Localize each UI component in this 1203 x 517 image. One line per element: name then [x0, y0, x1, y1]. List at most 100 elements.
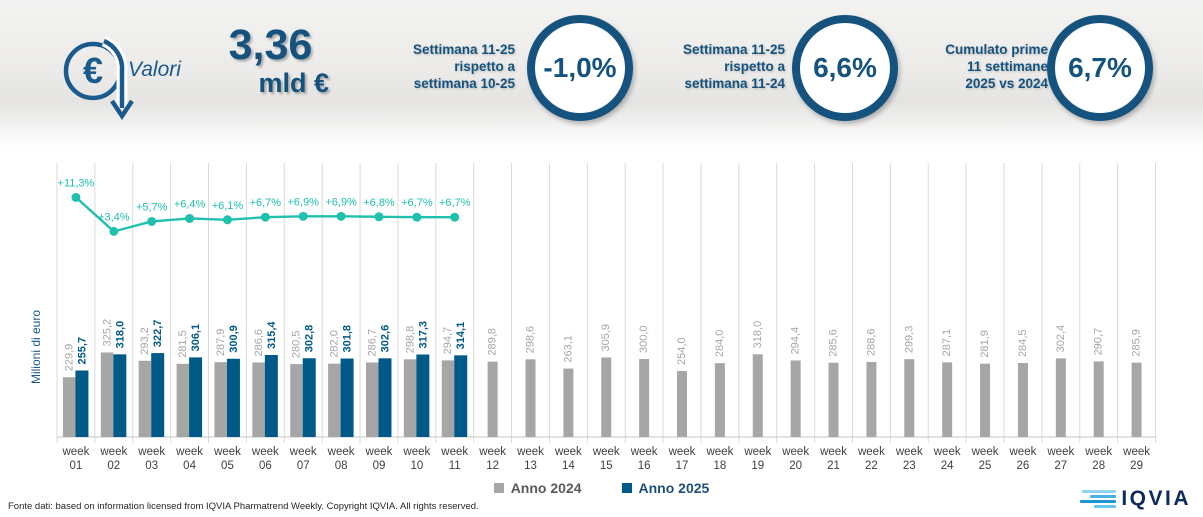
- total-unit: mld €: [258, 68, 329, 98]
- svg-text:19: 19: [751, 460, 764, 472]
- svg-text:16: 16: [638, 460, 651, 472]
- svg-text:294,7: 294,7: [442, 327, 454, 355]
- svg-text:285,9: 285,9: [1131, 329, 1143, 357]
- svg-text:09: 09: [373, 460, 386, 472]
- header-band: € Valori 3,36 mld € Settimana 11-25 risp…: [0, 0, 1203, 150]
- svg-text:week: week: [705, 446, 733, 458]
- svg-text:+6,7%: +6,7%: [439, 197, 471, 209]
- svg-text:13: 13: [524, 460, 537, 472]
- svg-text:322,7: 322,7: [152, 320, 164, 348]
- valori-label: Valori: [128, 58, 181, 81]
- svg-text:week: week: [62, 446, 90, 458]
- svg-text:294,4: 294,4: [790, 327, 802, 355]
- svg-text:week: week: [213, 446, 241, 458]
- svg-text:289,8: 289,8: [487, 328, 499, 356]
- svg-text:21: 21: [827, 460, 840, 472]
- svg-text:29: 29: [1130, 460, 1143, 472]
- svg-text:318,0: 318,0: [114, 321, 126, 349]
- svg-text:+6,9%: +6,9%: [325, 196, 357, 208]
- svg-text:23: 23: [903, 460, 916, 472]
- kpi-week-vs-prev-year-label: Settimana 11-25 rispetto a settimana 11-…: [643, 41, 785, 92]
- iqvia-logo-text: IQVIA: [1121, 487, 1191, 510]
- svg-text:288,6: 288,6: [865, 328, 877, 356]
- svg-text:12: 12: [486, 460, 499, 472]
- svg-text:287,1: 287,1: [941, 329, 953, 357]
- svg-text:24: 24: [941, 460, 954, 472]
- svg-text:317,3: 317,3: [417, 321, 429, 349]
- svg-text:+6,8%: +6,8%: [363, 197, 395, 209]
- svg-text:10: 10: [410, 460, 423, 472]
- svg-text:299,3: 299,3: [903, 326, 915, 354]
- legend-label-anno-2024: Anno 2024: [510, 480, 582, 496]
- svg-text:week: week: [251, 446, 279, 458]
- svg-text:05: 05: [221, 460, 234, 472]
- svg-text:26: 26: [1017, 460, 1030, 472]
- svg-text:week: week: [781, 446, 809, 458]
- svg-text:week: week: [630, 446, 658, 458]
- svg-text:306,1: 306,1: [190, 324, 202, 352]
- svg-text:280,5: 280,5: [291, 331, 303, 359]
- svg-text:263,1: 263,1: [562, 335, 574, 363]
- chart-legend: Anno 2024 Anno 2025: [0, 480, 1203, 496]
- svg-text:+6,7%: +6,7%: [250, 197, 282, 209]
- svg-text:22: 22: [865, 460, 878, 472]
- svg-text:week: week: [478, 446, 506, 458]
- svg-text:week: week: [365, 446, 393, 458]
- svg-text:20: 20: [789, 460, 802, 472]
- svg-text:290,7: 290,7: [1093, 328, 1105, 356]
- svg-text:302,6: 302,6: [379, 325, 391, 353]
- svg-text:298,6: 298,6: [525, 326, 537, 354]
- svg-text:286,6: 286,6: [253, 329, 265, 357]
- svg-text:week: week: [971, 446, 999, 458]
- legend-item-anno-2024: Anno 2024: [493, 480, 582, 496]
- svg-text:11: 11: [449, 460, 461, 472]
- svg-text:229,9: 229,9: [63, 344, 75, 372]
- svg-text:282,0: 282,0: [329, 330, 341, 358]
- svg-text:284,0: 284,0: [714, 330, 726, 358]
- svg-text:week: week: [1084, 446, 1112, 458]
- kpi-label-line: Settimana 11-25: [412, 42, 515, 57]
- svg-text:302,8: 302,8: [304, 325, 316, 353]
- svg-text:06: 06: [259, 460, 272, 472]
- svg-text:04: 04: [183, 460, 196, 472]
- svg-text:18: 18: [714, 460, 727, 472]
- kpi-label-line: 11 settimane: [966, 59, 1048, 74]
- total-value: 3,36: [228, 21, 313, 69]
- kpi-label-line: rispetto a: [724, 59, 785, 74]
- legend-swatch-2024: [493, 483, 504, 493]
- svg-text:02: 02: [107, 460, 120, 472]
- kpi-label-line: Cumulato prime: [945, 42, 1048, 57]
- svg-text:27: 27: [1054, 460, 1067, 472]
- svg-text:+11,3%: +11,3%: [58, 177, 95, 189]
- euro-value-down-icon: €: [63, 35, 134, 121]
- svg-text:293,2: 293,2: [139, 327, 151, 355]
- kpi-week-vs-prev-year-value: 6,6%: [792, 15, 898, 121]
- total-value-block: 3,36 mld €: [208, 22, 333, 98]
- kpi-label-line: Settimana 11-25: [682, 42, 785, 57]
- svg-text:305,9: 305,9: [600, 324, 612, 352]
- kpi-label-line: rispetto a: [454, 59, 515, 74]
- svg-text:week: week: [895, 446, 923, 458]
- svg-text:+6,7%: +6,7%: [401, 197, 433, 209]
- svg-text:week: week: [819, 446, 847, 458]
- svg-text:325,2: 325,2: [101, 319, 113, 347]
- legend-swatch-2025: [621, 483, 632, 493]
- svg-text:286,7: 286,7: [366, 329, 378, 357]
- svg-text:300,9: 300,9: [228, 325, 240, 353]
- svg-text:315,4: 315,4: [266, 321, 278, 349]
- legend-item-anno-2025: Anno 2025: [621, 480, 709, 496]
- svg-text:week: week: [402, 446, 430, 458]
- iqvia-logo: IQVIA: [1078, 487, 1191, 511]
- svg-text:+6,9%: +6,9%: [287, 196, 319, 208]
- svg-text:14: 14: [562, 460, 575, 472]
- svg-text:01: 01: [70, 460, 83, 472]
- svg-text:+6,4%: +6,4%: [174, 198, 206, 210]
- svg-text:week: week: [1122, 446, 1150, 458]
- svg-text:week: week: [440, 446, 468, 458]
- svg-text:+6,1%: +6,1%: [212, 200, 244, 212]
- iqvia-logo-stripes-icon: [1078, 490, 1117, 508]
- svg-text:+3,4%: +3,4%: [98, 211, 130, 223]
- svg-text:300,0: 300,0: [638, 325, 650, 353]
- kpi-label-line: settimana 11-24: [684, 76, 785, 91]
